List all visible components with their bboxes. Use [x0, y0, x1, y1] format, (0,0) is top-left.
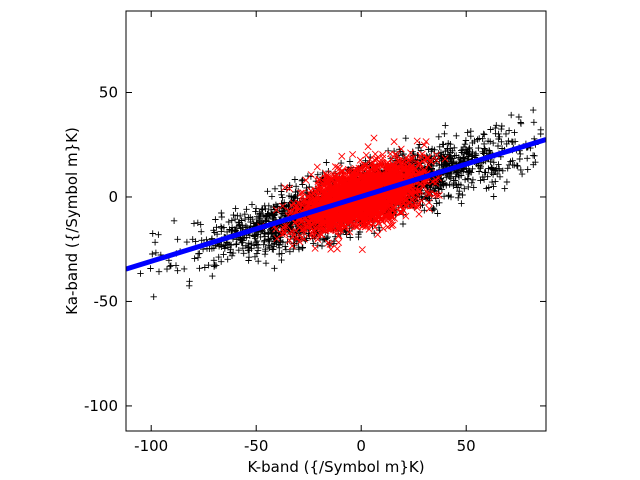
y-axis-label: Ka-band ({/Symbol m}K)	[63, 127, 81, 315]
regression-line	[126, 137, 546, 272]
x-tick-label: -50	[244, 437, 269, 455]
cross-marker-series	[257, 134, 449, 254]
y-tick-label: -100	[84, 397, 118, 415]
x-tick-label: 50	[457, 437, 476, 455]
y-tick-label: 0	[108, 188, 118, 206]
data-point-markers	[257, 134, 449, 254]
x-tick-label: -100	[134, 437, 168, 455]
x-axis-label: K-band ({/Symbol m}K)	[247, 458, 424, 476]
y-tick-label: -50	[94, 292, 119, 310]
plot-area	[126, 106, 546, 300]
axis-ticks: -100 -50 0 50 -100 -50 0 50	[84, 11, 546, 455]
x-tick-label: 0	[356, 437, 366, 455]
plot-frame	[125, 10, 547, 432]
y-tick-label: 50	[99, 83, 118, 101]
